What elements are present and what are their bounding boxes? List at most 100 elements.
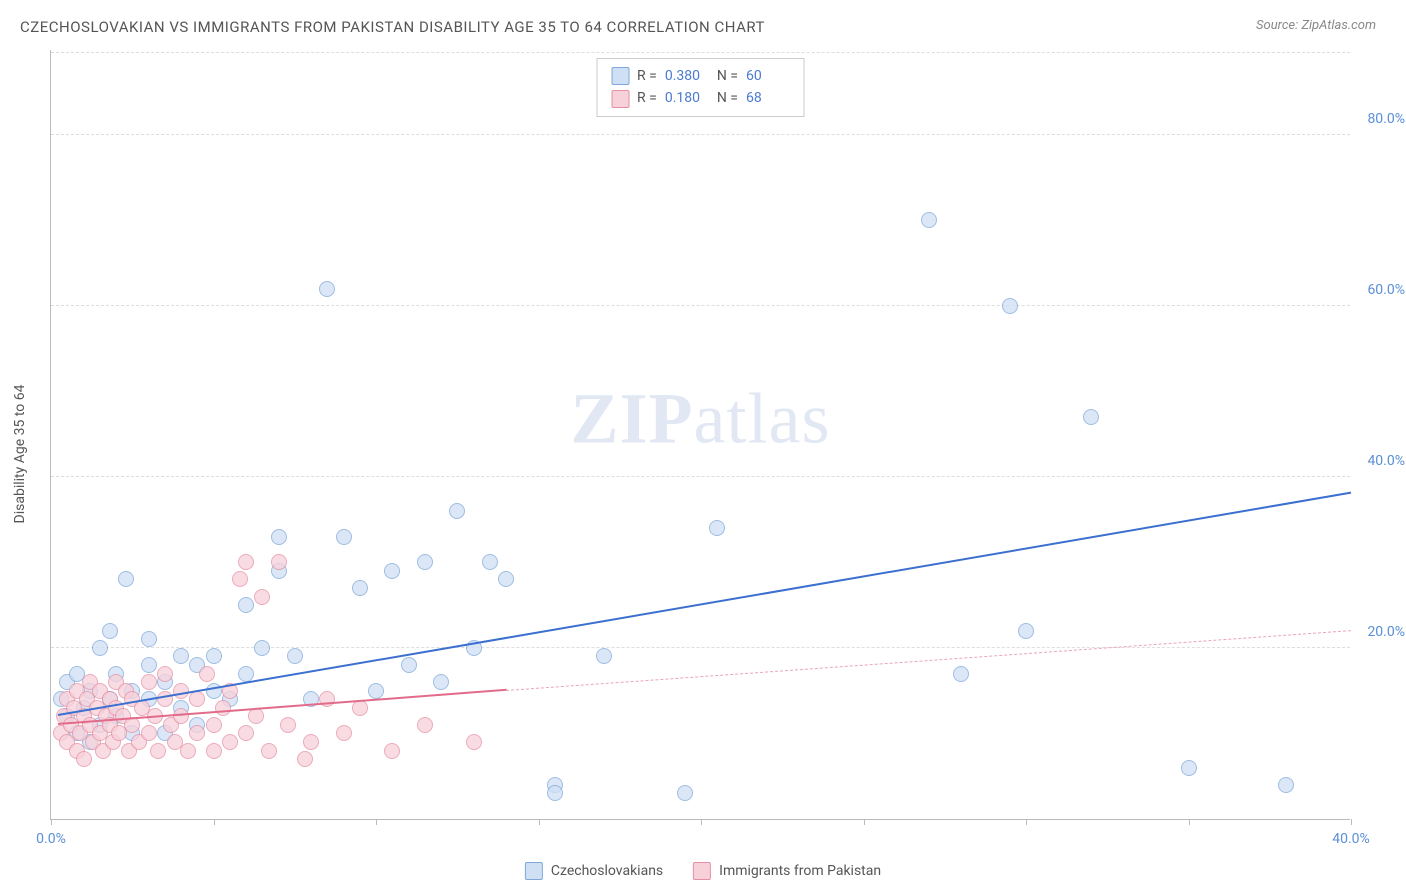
stat-r-label: R =	[637, 65, 657, 87]
scatter-point	[921, 212, 937, 228]
scatter-point	[384, 563, 400, 579]
scatter-point	[102, 623, 118, 639]
scatter-point	[677, 785, 693, 801]
scatter-point	[401, 657, 417, 673]
scatter-point	[336, 725, 352, 741]
scatter-point	[352, 580, 368, 596]
scatter-point	[238, 725, 254, 741]
scatter-point	[303, 734, 319, 750]
stat-n-value: 68	[746, 87, 790, 109]
legend-label: Czechoslovakians	[551, 863, 663, 879]
scatter-point	[953, 666, 969, 682]
watermark: ZIPatlas	[571, 378, 831, 461]
scatter-point	[297, 751, 313, 767]
scatter-point	[261, 743, 277, 759]
scatter-point	[76, 751, 92, 767]
scatter-point	[238, 597, 254, 613]
scatter-point	[466, 734, 482, 750]
legend-swatch	[611, 90, 629, 108]
scatter-point	[287, 648, 303, 664]
source-name: ZipAtlas.com	[1301, 18, 1376, 33]
watermark-atlas: atlas	[694, 379, 831, 459]
scatter-point	[141, 631, 157, 647]
xtick	[864, 819, 865, 825]
trend-line	[506, 630, 1351, 691]
scatter-point	[189, 725, 205, 741]
source-prefix: Source:	[1256, 18, 1301, 33]
scatter-point	[1018, 623, 1034, 639]
legend-swatch	[525, 862, 543, 880]
scatter-point	[141, 725, 157, 741]
legend-label: Immigrants from Pakistan	[719, 863, 881, 879]
xtick	[214, 819, 215, 825]
bottom-legend: Czechoslovakians Immigrants from Pakistan	[525, 862, 881, 880]
scatter-point	[141, 674, 157, 690]
source-label: Source: ZipAtlas.com	[1256, 18, 1376, 33]
scatter-point	[449, 503, 465, 519]
scatter-point	[150, 743, 166, 759]
scatter-point	[92, 640, 108, 656]
scatter-point	[173, 708, 189, 724]
scatter-point	[1181, 760, 1197, 776]
gridline	[51, 647, 1350, 648]
scatter-point	[433, 674, 449, 690]
legend-swatch	[693, 862, 711, 880]
scatter-point	[238, 666, 254, 682]
scatter-point	[222, 734, 238, 750]
gridline	[51, 305, 1350, 306]
stat-n-label: N =	[717, 65, 738, 87]
scatter-point	[417, 717, 433, 733]
scatter-point	[173, 648, 189, 664]
scatter-point	[596, 648, 612, 664]
scatter-point	[118, 571, 134, 587]
ytick-label: 80.0%	[1367, 111, 1405, 127]
scatter-point	[384, 743, 400, 759]
scatter-point	[157, 666, 173, 682]
stat-r-value: 0.180	[665, 87, 709, 109]
ytick-label: 40.0%	[1367, 453, 1405, 469]
scatter-point	[238, 554, 254, 570]
xtick-label: 40.0%	[1332, 831, 1370, 847]
scatter-point	[1002, 298, 1018, 314]
scatter-point	[709, 520, 725, 536]
scatter-point	[232, 571, 248, 587]
gridline	[51, 476, 1350, 477]
stats-row: R =0.380N =60	[611, 65, 790, 87]
scatter-point	[417, 554, 433, 570]
stat-r-value: 0.380	[665, 65, 709, 87]
scatter-point	[271, 529, 287, 545]
xtick	[51, 819, 52, 825]
scatter-point	[173, 683, 189, 699]
stats-legend: R =0.380N =60R =0.180N =68	[596, 58, 805, 117]
scatter-point	[482, 554, 498, 570]
legend-swatch	[611, 67, 629, 85]
xtick	[1026, 819, 1027, 825]
scatter-point	[206, 717, 222, 733]
scatter-point	[1278, 777, 1294, 793]
ytick-label: 60.0%	[1367, 282, 1405, 298]
scatter-point	[248, 708, 264, 724]
gridline	[51, 134, 1350, 135]
scatter-point	[206, 743, 222, 759]
gridline	[51, 52, 1350, 53]
scatter-point	[206, 683, 222, 699]
xtick	[1189, 819, 1190, 825]
scatter-point	[1083, 409, 1099, 425]
xtick-label: 0.0%	[36, 831, 66, 847]
scatter-point	[206, 648, 222, 664]
legend-item: Czechoslovakians	[525, 862, 663, 880]
stat-r-label: R =	[637, 87, 657, 109]
chart-title: CZECHOSLOVAKIAN VS IMMIGRANTS FROM PAKIS…	[20, 18, 765, 36]
scatter-point	[189, 691, 205, 707]
stats-row: R = 0.180 N = 68	[611, 87, 790, 109]
stat-n-label: N =	[717, 87, 738, 109]
legend-item: Immigrants from Pakistan	[693, 862, 881, 880]
xtick	[539, 819, 540, 825]
watermark-zip: ZIP	[571, 379, 694, 459]
scatter-point	[180, 743, 196, 759]
scatter-point	[280, 717, 296, 733]
scatter-point	[141, 657, 157, 673]
scatter-point	[498, 571, 514, 587]
scatter-point	[215, 700, 231, 716]
scatter-point	[254, 640, 270, 656]
